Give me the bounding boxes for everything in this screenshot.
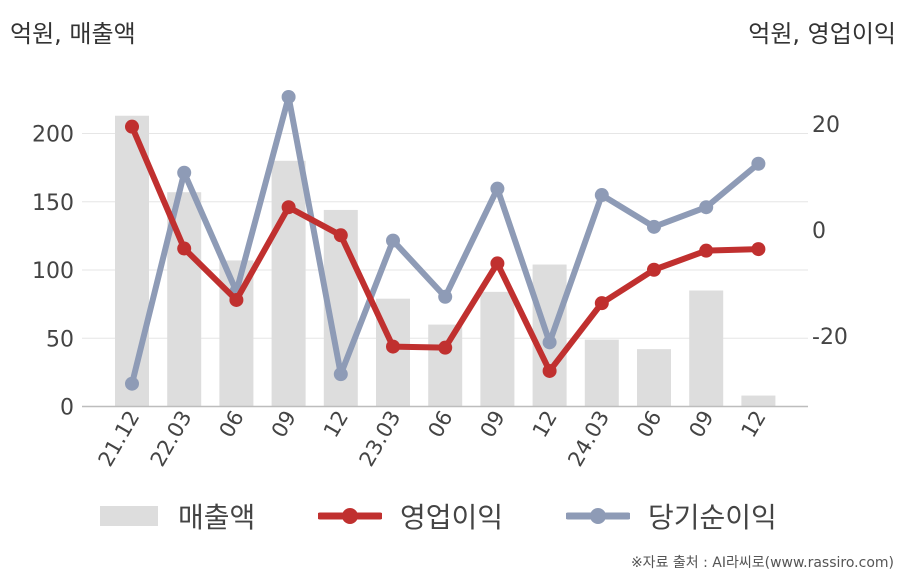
bar-revenue [428,324,463,407]
point-operating-profit [177,241,192,256]
source-credit: ※자료 출처 : AI라씨로(www.rassiro.com) [630,555,894,571]
left-axis-tick-label: 200 [32,123,74,148]
bar-revenue [741,395,776,407]
x-axis-tick-label: 09 [684,407,718,442]
point-operating-profit [125,119,139,134]
point-operating-profit [594,296,609,311]
bar-revenue [271,160,306,407]
point-net-income [490,181,505,196]
point-operating-profit [281,200,296,215]
bar-revenue [584,339,619,407]
bar-revenue [689,290,724,407]
legend-label-revenue: 매출액 [178,501,256,534]
left-axis-tick-label: 0 [60,396,74,421]
x-axis-tick-label: 12 [528,407,562,442]
point-net-income [125,376,139,391]
point-net-income [647,219,661,234]
right-axis-tick-label: 20 [812,113,840,138]
point-operating-profit [751,242,766,257]
x-axis-tick-label: 06 [215,407,249,442]
point-net-income [438,289,453,304]
point-operating-profit [490,256,505,271]
legend-item-revenue: 매출액 [100,494,255,538]
point-operating-profit [333,228,348,243]
legend-item-net-income: 당기순이익 [566,494,777,538]
point-operating-profit [647,262,661,277]
x-axis-tick-label: 09 [476,407,510,442]
legend-label-net-income: 당기순이익 [648,501,777,534]
point-operating-profit [229,292,244,307]
point-net-income [542,335,557,350]
x-axis-tick-label: 22.03 [146,407,197,471]
right-axis-tick-label: 0 [812,219,826,244]
legend-line-swatch-net-income [566,508,630,524]
point-net-income [699,200,714,215]
point-net-income [386,233,400,248]
right-axis-unit-label: 억원, 영업이익 [748,20,896,48]
point-net-income [594,188,609,203]
left-axis-tick-label: 150 [32,191,74,216]
legend: 매출액 영업이익 당기순이익 [0,494,908,538]
x-axis-tick-label: 12 [319,407,353,442]
bar-revenue [637,349,671,407]
x-axis-tick-label: 06 [632,407,666,442]
point-net-income [281,89,296,104]
legend-bar-swatch [100,506,158,526]
point-operating-profit [542,363,557,378]
point-operating-profit [699,243,714,258]
right-axis-tick-label: -20 [812,325,848,350]
point-operating-profit [386,339,400,354]
left-axis-tick-label: 50 [46,327,74,352]
point-net-income [333,367,348,382]
legend-item-operating-profit: 영업이익 [318,494,503,538]
x-axis-tick-label: 12 [737,407,771,442]
point-operating-profit [438,340,453,355]
bar-revenue [115,115,149,407]
left-axis-tick-label: 100 [32,259,74,284]
x-axis-tick-label: 24.03 [563,407,614,471]
legend-label-operating-profit: 영업이익 [400,501,504,534]
x-axis-tick-label: 09 [267,407,301,442]
legend-line-swatch-operating-profit [318,508,382,524]
left-axis-unit-label: 억원, 매출액 [10,20,136,48]
point-net-income [177,165,192,180]
x-axis-tick-label: 23.03 [354,407,405,471]
x-axis-tick-label: 21.12 [93,407,144,471]
x-axis-tick-label: 06 [423,407,457,442]
point-net-income [751,156,766,171]
bar-revenue [480,291,515,407]
